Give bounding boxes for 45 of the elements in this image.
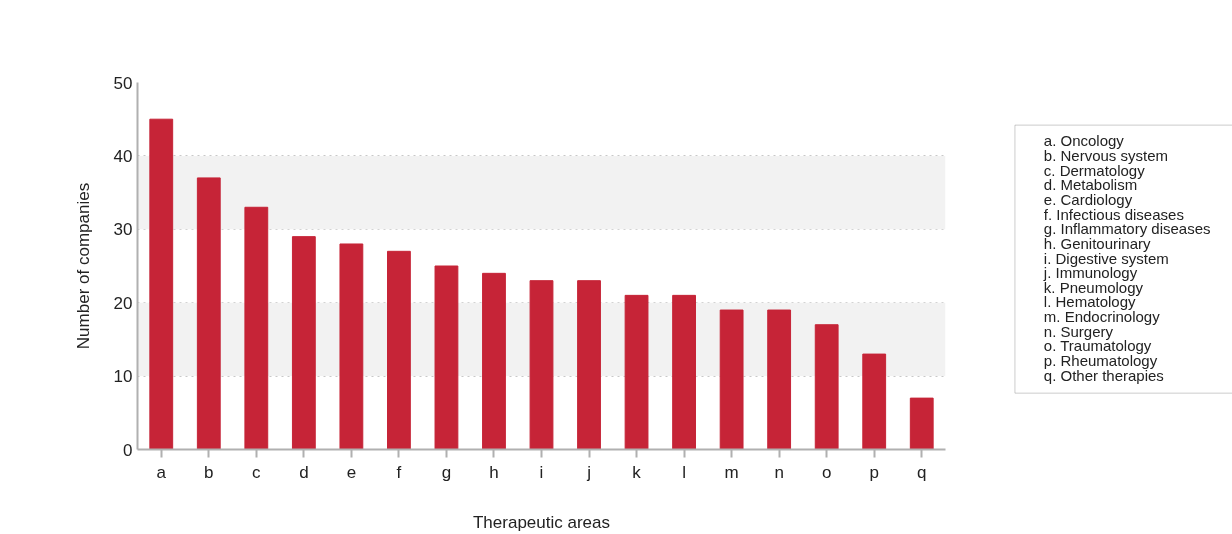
- y-tick-label: 10: [113, 367, 133, 387]
- text: a. Oncology: [1043, 132, 1125, 150]
- x-tick-label: p: [869, 462, 879, 482]
- bar: [339, 243, 364, 450]
- x-tick-label: l: [682, 462, 686, 482]
- y-axis-title: Number of companies: [73, 182, 93, 350]
- y-tick-label: 20: [113, 293, 133, 313]
- x-tick-label: b: [204, 462, 214, 482]
- bar: [149, 118, 174, 450]
- bar: [434, 265, 459, 450]
- x-tick-label: g: [441, 462, 452, 482]
- bar: [814, 324, 839, 450]
- bar: [672, 294, 696, 450]
- x-tick-label: k: [632, 462, 642, 482]
- x-tick-label: n: [774, 462, 784, 482]
- x-tick-label: q: [917, 462, 927, 482]
- x-tick-label: a: [156, 462, 167, 482]
- x-tick-label: h: [489, 462, 499, 482]
- bar: [196, 177, 221, 450]
- bar: [529, 280, 554, 450]
- x-tick-label: i: [539, 462, 544, 482]
- x-tick-label: o: [821, 462, 832, 482]
- x-tick-label: j: [586, 462, 591, 482]
- y-tick-label: 50: [113, 73, 133, 93]
- y-tick-label: 30: [113, 220, 133, 240]
- text: e. Cardiology: [1043, 190, 1133, 208]
- bar: [719, 309, 744, 450]
- bar: [624, 294, 649, 450]
- bar: [291, 236, 316, 450]
- x-tick-label: e: [346, 462, 357, 482]
- bar: [244, 206, 269, 450]
- text: n. Surgery: [1043, 322, 1114, 340]
- bar: [862, 353, 887, 450]
- x-tick-label: c: [252, 462, 262, 482]
- x-tick-label: d: [299, 462, 309, 482]
- bar: [387, 250, 411, 450]
- bar: [767, 309, 792, 450]
- bar: [577, 280, 601, 450]
- bar: [909, 397, 934, 450]
- x-axis-title: Therapeutic areas: [472, 512, 611, 532]
- y-tick-label: 0: [123, 440, 133, 460]
- x-tick-label: m: [724, 462, 739, 482]
- y-tick-label: 40: [113, 146, 133, 166]
- bar: [482, 272, 506, 450]
- x-tick-label: f: [396, 462, 402, 482]
